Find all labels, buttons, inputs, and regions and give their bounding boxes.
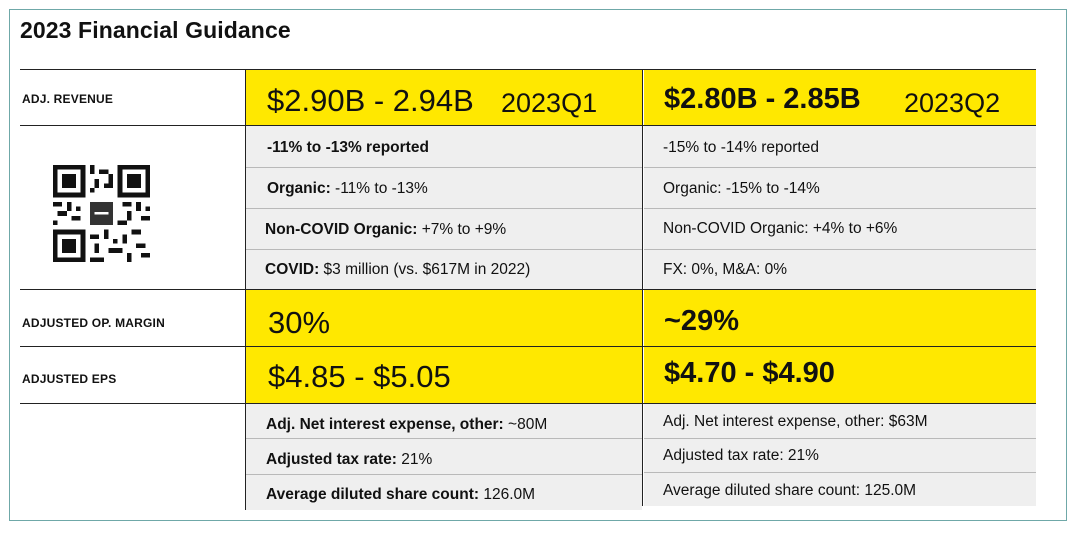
q1-other-cell bbox=[246, 404, 642, 510]
q1-interest-expense: Adj. Net interest expense, other: ~80M bbox=[266, 416, 548, 433]
q1-op-margin-cell bbox=[246, 290, 642, 347]
q1-noncovid-organic: Non-COVID Organic: +7% to +9% bbox=[265, 221, 507, 238]
row-rule bbox=[20, 289, 1036, 290]
row-label-revenue: ADJ. REVENUE bbox=[22, 92, 114, 106]
divider bbox=[246, 167, 642, 168]
row-rule bbox=[20, 125, 1036, 126]
divider bbox=[644, 249, 1036, 250]
divider bbox=[644, 438, 1036, 439]
q2-interest-expense: Adj. Net interest expense, other: $63M bbox=[663, 413, 928, 430]
q2-other-cell bbox=[644, 404, 1036, 506]
qr-code-icon bbox=[53, 165, 150, 262]
q1-reported-growth: -11% to -13% reported bbox=[267, 139, 429, 156]
divider bbox=[644, 472, 1036, 473]
q2-noncovid-organic: Non-COVID Organic: +4% to +6% bbox=[663, 220, 898, 237]
row-rule bbox=[20, 346, 1036, 347]
page-title: 2023 Financial Guidance bbox=[20, 17, 291, 43]
q2-reported-growth: -15% to -14% reported bbox=[663, 139, 819, 156]
q1-op-margin-value: 30% bbox=[268, 305, 331, 340]
q1-share-count: Average diluted share count: 126.0M bbox=[266, 486, 536, 503]
q2-op-margin-cell bbox=[644, 290, 1036, 347]
q2-tax-rate: Adjusted tax rate: 21% bbox=[663, 447, 819, 464]
q1-eps-cell bbox=[246, 347, 642, 404]
q2-organic: Organic: -15% to -14% bbox=[663, 180, 820, 197]
q1-revenue-cell bbox=[246, 70, 642, 126]
divider bbox=[246, 438, 642, 439]
row-rule bbox=[20, 403, 1036, 404]
q1-period-label: 2023Q1 bbox=[501, 88, 598, 118]
divider bbox=[246, 474, 642, 475]
row-rule bbox=[20, 69, 1036, 70]
row-label-eps: ADJUSTED EPS bbox=[22, 372, 117, 386]
q2-period-label: 2023Q2 bbox=[904, 88, 1001, 118]
q1-revenue-value: $2.90B - 2.94B bbox=[267, 83, 474, 118]
q1-tax-rate: Adjusted tax rate: 21% bbox=[266, 451, 433, 468]
divider bbox=[246, 208, 642, 209]
row-label-op-margin: ADJUSTED OP. MARGIN bbox=[22, 316, 165, 330]
q2-revenue-cell bbox=[644, 70, 1036, 126]
q2-eps-value: $4.70 - $4.90 bbox=[664, 357, 835, 389]
q2-revenue-value: $2.80B - 2.85B bbox=[664, 83, 861, 115]
q1-covid: COVID: $3 million (vs. $617M in 2022) bbox=[265, 261, 531, 278]
q2-op-margin-value: ~29% bbox=[664, 305, 739, 337]
divider bbox=[644, 167, 1036, 168]
divider bbox=[246, 249, 642, 250]
q1-organic: Organic: -11% to -13% bbox=[267, 180, 428, 197]
slide-frame bbox=[9, 9, 1067, 521]
q2-fx-ma: FX: 0%, M&A: 0% bbox=[663, 261, 788, 278]
column-rule bbox=[245, 69, 246, 510]
q2-eps-cell bbox=[644, 347, 1036, 404]
column-rule bbox=[642, 69, 643, 506]
q1-eps-value: $4.85 - $5.05 bbox=[268, 359, 451, 394]
q2-share-count: Average diluted share count: 125.0M bbox=[663, 482, 917, 499]
divider bbox=[644, 208, 1036, 209]
